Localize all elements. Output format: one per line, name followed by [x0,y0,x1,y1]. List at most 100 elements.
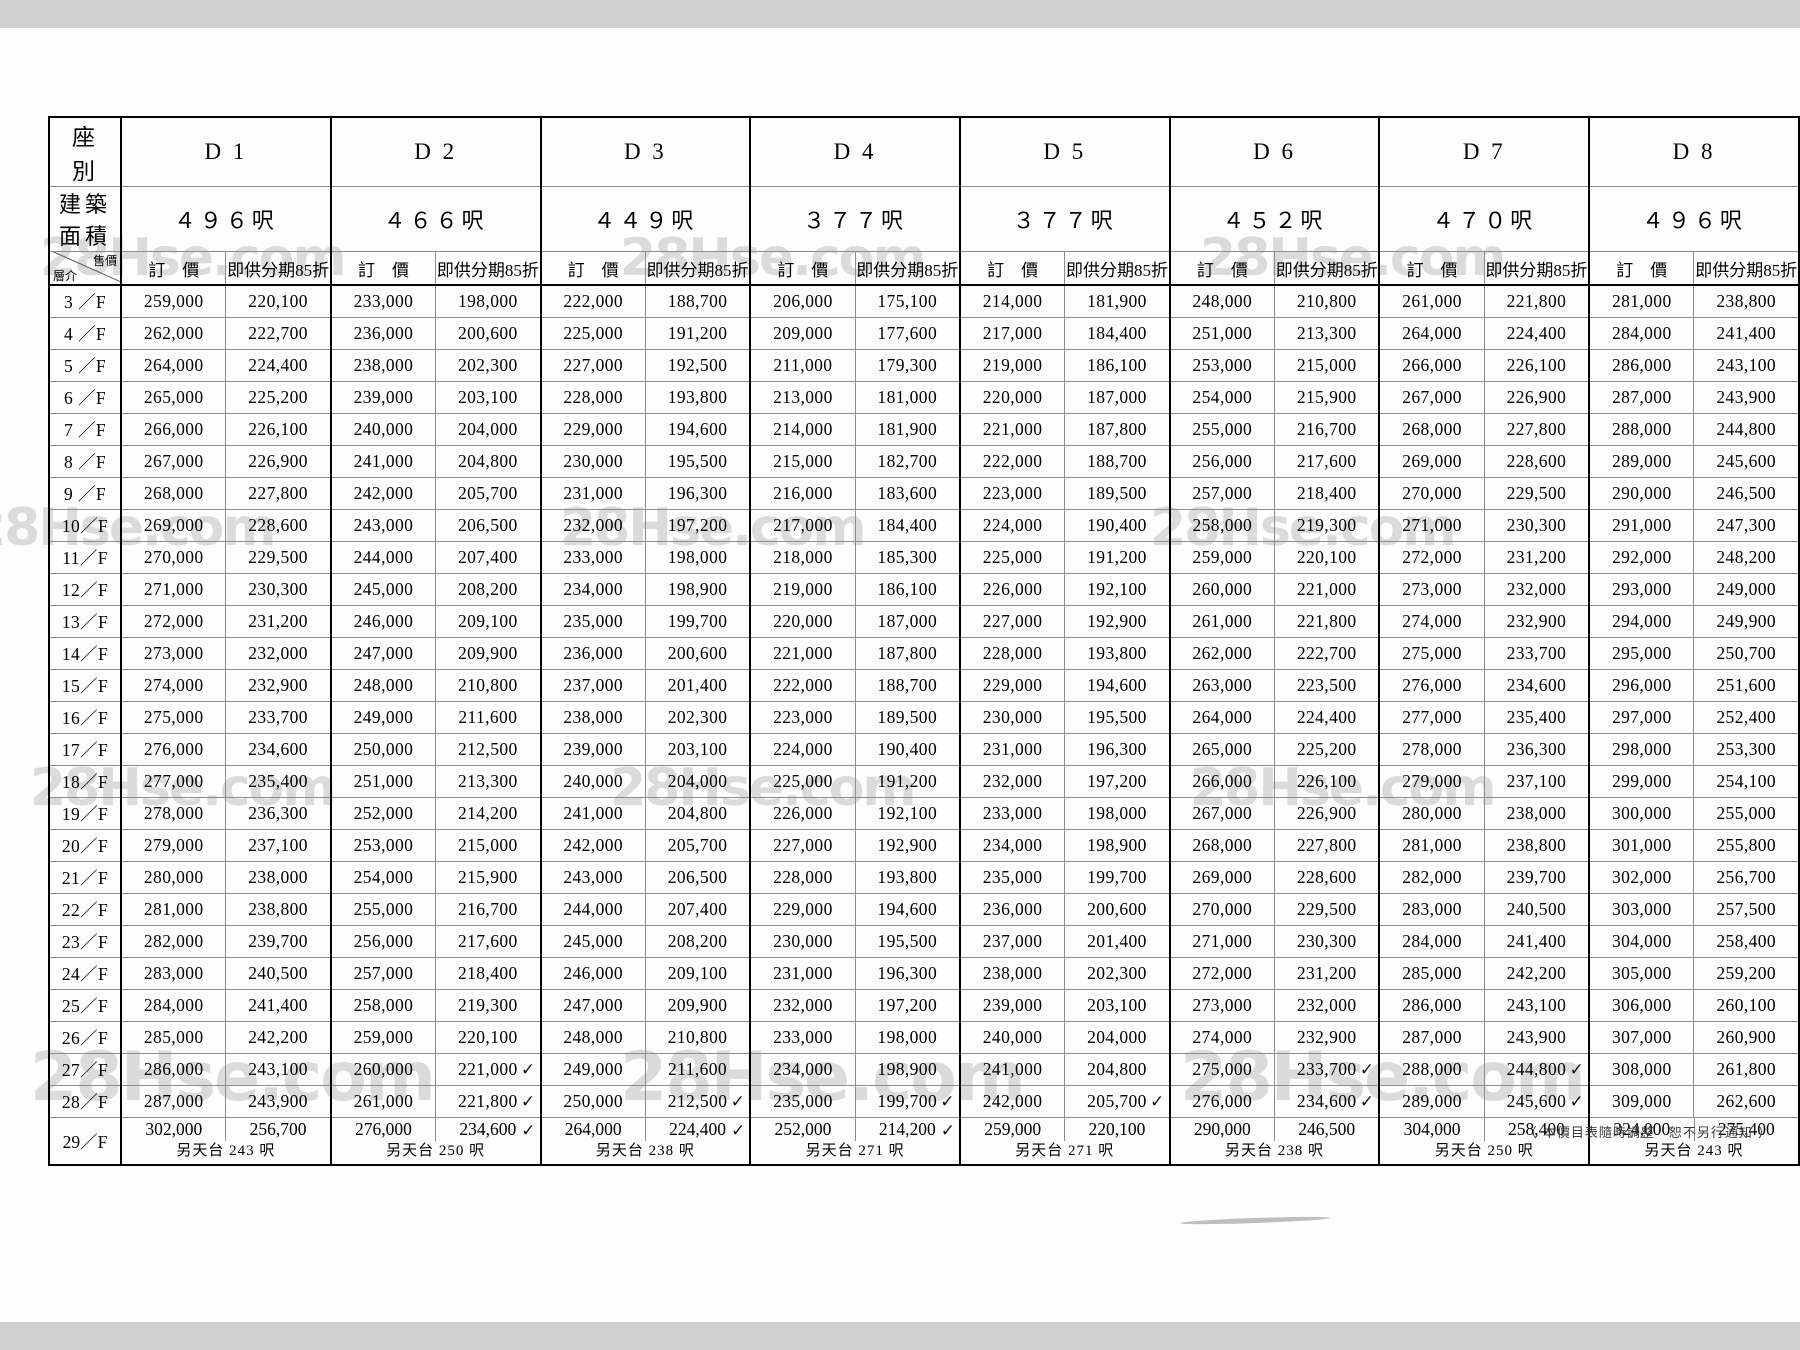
cell-list-price: 240,000 [539,765,646,798]
cell-discount-price: 207,400 [435,541,542,574]
cell-discount-price: 217,600 [435,925,542,958]
cell-discount-price: 242,200 [225,1021,332,1054]
cell-discount-price: 190,400 [854,733,961,766]
cell-discount-price: 227,800 [225,477,332,510]
cell-discount-price: 258,400 [1693,925,1800,958]
cell-list-price: 269,000 [1168,861,1276,894]
cell-discount-price: 260,900 [1693,1021,1800,1054]
cell-discount-price: 252,400 [1693,701,1800,734]
cell-discount-price: 236,300 [1483,733,1590,766]
cell-discount-price: 193,800 [1064,637,1171,670]
cell-discount-price: 242,200 [1483,957,1590,990]
cell-list-price: 265,000 [1168,733,1276,766]
cell-discount-price: 204,000 [1064,1021,1171,1054]
table-row: 19／F 278,000 236,300 252,000 214,200 241,000 2… [47,797,1800,830]
table-row: 16／F 275,000 233,700 249,000 211,600 238,000 2… [47,701,1800,734]
cell-list-price: 281,000 [1588,284,1695,318]
cell-discount-price: 184,400 [1064,317,1171,350]
cell-list-price: 272,000 [1168,957,1276,990]
cell-list-price: 276,000 [332,1118,437,1141]
cell-list-price: 284,000 [1378,925,1485,958]
row-floor-label: 5 ／F [47,349,122,382]
cell-discount-price: 198,900 [1064,829,1171,862]
cell-list-price: 238,000 [958,957,1066,990]
table-row: 10／F 269,000 228,600 243,000 206,500 232,000 1… [47,509,1800,542]
cell-discount-price: 223,500 [1274,669,1380,702]
cell-list-price: 276,000 [120,733,227,766]
cell-list-price: 296,000 [1588,669,1695,702]
cell-discount-price: 220,100 [435,1021,542,1054]
cell-list-price: 216,000 [749,477,856,510]
cell-discount-price: 181,900 [854,413,961,446]
cell-discount-price: 237,100 [1483,765,1590,798]
cell-discount-price: 256,700 [249,1119,307,1139]
cell-list-price: 269,000 [120,509,227,542]
table-row: 17／F 276,000 234,600 250,000 212,500 239,000 2… [47,733,1800,766]
row-floor-label: 6 ／F [47,381,122,414]
cell-list-price: 281,000 [1378,829,1485,862]
row-floor-label: 21／F [47,861,122,894]
cell-discount-price: 189,500 [1064,477,1171,510]
cell-discount-price: 203,100 [435,381,542,414]
subheader-discount-price: 即供分期85折 [1693,251,1800,286]
row-floor-label: 25／F [47,989,122,1022]
cell-list-price: 224,000 [958,509,1066,542]
cell-discount-price: 187,800 [1064,413,1171,446]
cell-discount-price: 221,800 [1274,605,1380,638]
cell-discount-price: 240,500 [1483,893,1590,926]
cell-list-price: 237,000 [958,925,1066,958]
cell-discount-price: 220,100 [225,284,332,318]
cell-discount-price: 227,800 [1483,413,1590,446]
cell-list-price: 295,000 [1588,637,1695,670]
row-floor-label: 9 ／F [47,477,122,510]
cell-discount-price: 218,400 [435,957,542,990]
column-area-d7: ４７０呎 [1378,186,1590,252]
cell-discount-price: 188,700 [1064,445,1171,478]
cell-list-price: 254,000 [329,861,437,894]
cell-list-price: 304,000 [1588,925,1695,958]
subheader-list-price: 訂 價 [329,251,437,286]
table-row: 18／F 277,000 235,400 251,000 213,300 240,000 2… [47,765,1800,798]
cell-discount-price: 232,900 [1274,1021,1380,1054]
last-row-block: 324,000 275,400 另天台 243 呎 [1588,1117,1800,1166]
cell-list-price: 257,000 [329,957,437,990]
cell-discount-price: 237,100 [225,829,332,862]
cell-list-price: 252,000 [751,1118,856,1141]
cell-list-price: 250,000 [539,1085,646,1118]
cell-discount-price: 236,300 [225,797,332,830]
cell-list-price: 249,000 [329,701,437,734]
last-row-block: 290,000 246,500 另天台 238 呎 [1168,1117,1380,1166]
table-row: 20／F 279,000 237,100 253,000 215,000 242,000 2… [47,829,1800,862]
row-floor-label: 14／F [47,637,122,670]
corner-label-price: 售價 [93,254,118,268]
column-header-d4: D 4 [749,116,961,187]
cell-list-price: 272,000 [120,605,227,638]
cell-discount-price: 220,100 [1274,541,1380,574]
cell-discount-price: 228,600 [225,509,332,542]
cell-discount-price: 233,700 [1483,637,1590,670]
row-floor-label: 27／F [47,1053,122,1086]
cell-list-price: 267,000 [1378,381,1485,414]
cell-discount-price: 187,000 [854,605,961,638]
cell-discount-price: 238,800 [1483,829,1590,862]
cell-discount-price: 239,700 [225,925,332,958]
cell-list-price: 283,000 [1378,893,1485,926]
cell-list-price: 262,000 [1168,637,1276,670]
cell-discount-price: 195,500 [644,445,751,478]
cell-discount-price: 209,100 [644,957,751,990]
row-floor-label: 18／F [47,765,122,798]
last-row-block: 304,000 258,400 另天台 250 呎 [1378,1117,1590,1166]
cell-list-price: 270,000 [120,541,227,574]
checkmark-icon: ✓ [730,1091,746,1112]
cell-discount-price: 192,900 [854,829,961,862]
cell-list-price: 217,000 [958,317,1066,350]
cell-list-price: 273,000 [1168,989,1276,1022]
last-row-block: 264,000 224,400 另天台 238 呎 ✓ [539,1117,751,1166]
cell-discount-price: 198,000 [644,541,751,574]
table-row: 22／F 281,000 238,800 255,000 216,700 244,000 2… [47,893,1800,926]
table-body: 3 ／F 259,000 220,100 233,000 198,000 222,000 1… [47,284,1800,1166]
cell-discount-price: 203,100 [644,733,751,766]
cell-list-price: 233,000 [329,284,437,318]
cell-list-price: 268,000 [1378,413,1485,446]
